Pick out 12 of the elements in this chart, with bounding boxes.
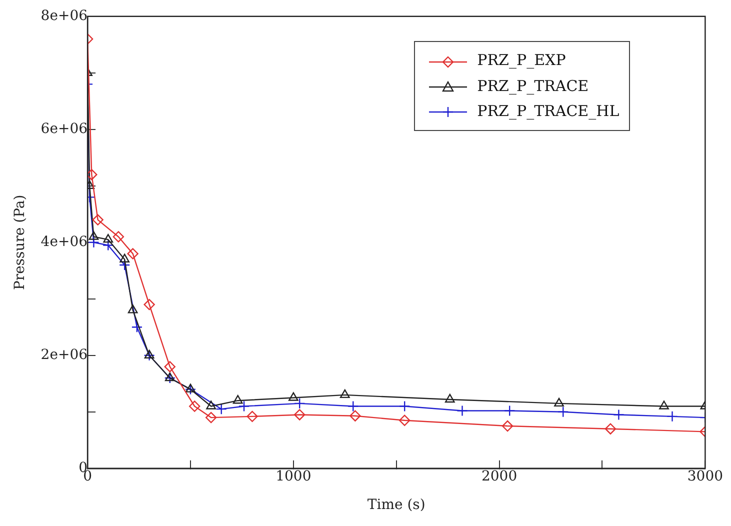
x-tick-label: 3000: [687, 468, 724, 484]
y-axis-title: Pressure (Pa): [12, 194, 28, 290]
x-axis-title: Time (s): [367, 497, 426, 514]
legend-label: PRZ_P_EXP: [477, 51, 566, 70]
y-tick-label: 6e+06: [40, 121, 88, 138]
y-tick-label: 2e+06: [40, 347, 88, 364]
y-tick-label: 4e+06: [40, 234, 88, 250]
legend-label: PRZ_P_TRACE_HL: [477, 102, 620, 120]
legend-label: PRZ_P_TRACE: [477, 76, 589, 94]
x-tick-label: 2000: [481, 468, 518, 484]
y-tick-label: 8e+06: [40, 8, 88, 24]
x-tick-label: 1000: [276, 468, 312, 484]
